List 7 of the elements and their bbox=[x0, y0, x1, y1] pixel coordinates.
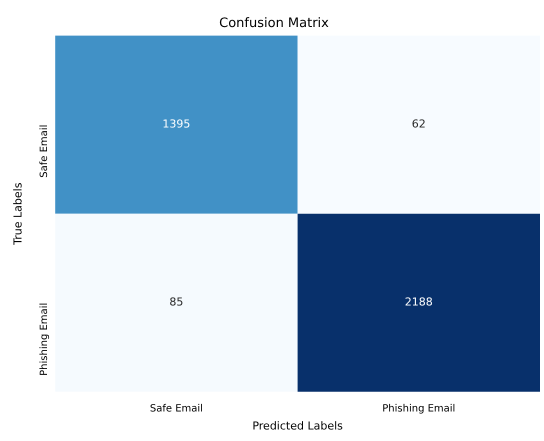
x-axis-title: Predicted Labels bbox=[252, 419, 344, 432]
y-axis-title: True Labels bbox=[11, 182, 24, 246]
data-label: 85 bbox=[169, 296, 184, 309]
chart-title: Confusion Matrix bbox=[219, 16, 330, 32]
data-label: 1395 bbox=[162, 118, 190, 131]
data-label: 2188 bbox=[404, 296, 433, 309]
data-label: 62 bbox=[412, 118, 426, 131]
